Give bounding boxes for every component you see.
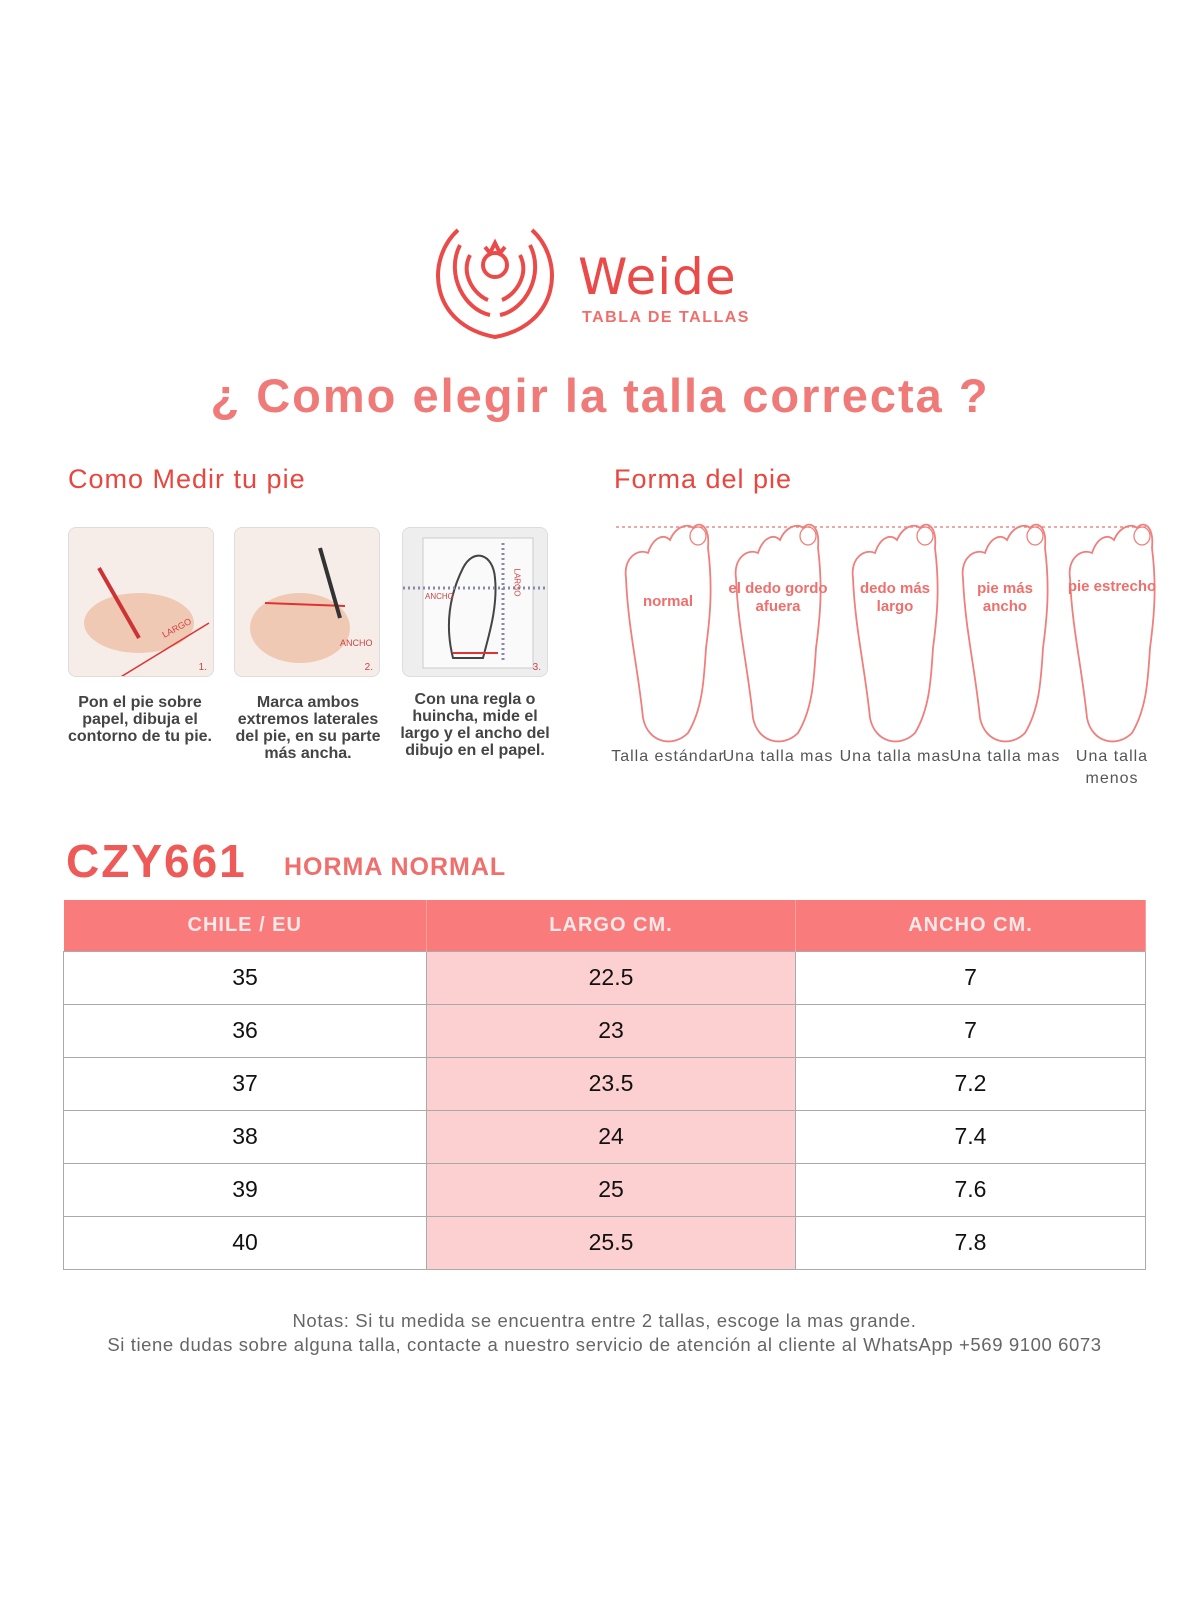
foot-shape-1: normal bbox=[618, 518, 718, 748]
length-cell: 24 bbox=[426, 1109, 796, 1164]
brand-subtitle: TABLA DE TALLAS bbox=[582, 309, 750, 326]
paper-ruler-icon bbox=[403, 537, 547, 669]
size-cell: 38 bbox=[63, 1109, 427, 1164]
foot-caption: Talla estándar bbox=[611, 748, 725, 765]
length-cell: 23.5 bbox=[426, 1056, 796, 1111]
model-code: CZY661 bbox=[66, 835, 247, 887]
length-cell: 25.5 bbox=[426, 1215, 796, 1270]
measure-photo-3: ANCHO LARGO 3. bbox=[402, 527, 548, 677]
foot-label: dedo más largo bbox=[859, 580, 931, 615]
foot-caption: Una talla menos bbox=[1075, 748, 1149, 787]
foot-shape-5: pie estrecho bbox=[1062, 518, 1162, 748]
step-number: 3. bbox=[532, 662, 541, 673]
measure-caption-2: Marca ambos extremos laterales del pie, … bbox=[235, 694, 381, 762]
width-cell: 7 bbox=[795, 950, 1146, 1005]
size-cell: 39 bbox=[63, 1162, 427, 1217]
measure-caption-3: Con una regla o huincha, mide el largo y… bbox=[400, 691, 550, 759]
foot-outline-icon bbox=[961, 523, 1049, 743]
weide-logo-icon bbox=[436, 228, 554, 340]
measure-caption-1: Pon el pie sobre papel, dibuja el contor… bbox=[68, 694, 212, 745]
foot-caption: Una talla mas bbox=[949, 748, 1061, 765]
page-title: ¿ Como elegir la talla correcta ? bbox=[210, 369, 990, 422]
foot-photo-icon bbox=[250, 547, 350, 663]
step-number: 2. bbox=[364, 662, 373, 673]
table-row: 38 24 7.4 bbox=[63, 1109, 1146, 1164]
dotted-guide-line bbox=[616, 526, 1146, 528]
width-cell: 7.2 bbox=[795, 1056, 1146, 1111]
size-cell: 37 bbox=[63, 1056, 427, 1111]
foot-outline-icon bbox=[851, 523, 939, 743]
foot-outline-icon bbox=[624, 523, 712, 743]
foot-outline-icon bbox=[734, 523, 822, 743]
foot-shape-4: pie más ancho bbox=[955, 518, 1055, 748]
length-cell: 23 bbox=[426, 1003, 796, 1058]
foot-label: el dedo gordo afuera bbox=[728, 580, 828, 615]
width-cell: 7.4 bbox=[795, 1109, 1146, 1164]
step-tag: LARGO bbox=[512, 568, 522, 597]
size-cell: 40 bbox=[63, 1215, 427, 1270]
width-cell: 7.6 bbox=[795, 1162, 1146, 1217]
length-cell: 22.5 bbox=[426, 950, 796, 1005]
brand-name: Weide bbox=[578, 248, 737, 306]
foot-label: pie más ancho bbox=[977, 580, 1033, 615]
table-row: 35 22.5 7 bbox=[63, 950, 1146, 1005]
width-cell: 7.8 bbox=[795, 1215, 1146, 1270]
size-cell: 36 bbox=[63, 1003, 427, 1058]
foot-label: normal bbox=[642, 593, 693, 610]
fit-label: HORMA NORMAL bbox=[284, 853, 507, 881]
table-row: 40 25.5 7.8 bbox=[63, 1215, 1146, 1270]
width-cell: 7 bbox=[795, 1003, 1146, 1058]
note-line-2: Si tiene dudas sobre alguna talla, conta… bbox=[107, 1334, 1102, 1355]
table-row: 39 25 7.6 bbox=[63, 1162, 1146, 1217]
foot-shape-2: el dedo gordo afuera bbox=[728, 518, 828, 748]
length-cell: 25 bbox=[426, 1162, 796, 1217]
measure-photo-2: ANCHO 2. bbox=[234, 527, 380, 677]
size-cell: 35 bbox=[63, 950, 427, 1005]
foot-photo-icon bbox=[84, 567, 210, 676]
note-line-1: Notas: Si tu medida se encuentra entre 2… bbox=[292, 1310, 917, 1331]
header-length: LARGO CM. bbox=[426, 900, 796, 951]
foot-caption: Una talla mas bbox=[722, 748, 834, 765]
header-size: CHILE / EU bbox=[63, 900, 427, 951]
step-tag: ANCHO bbox=[340, 638, 373, 648]
size-table: CHILE / EU LARGO CM. ANCHO CM. 35 22.5 7 36… bbox=[63, 900, 1146, 1270]
table-row: 36 23 7 bbox=[63, 1003, 1146, 1058]
foot-caption: Una talla mas bbox=[839, 748, 951, 765]
measure-heading: Como Medir tu pie bbox=[68, 464, 306, 494]
step-number: 1. bbox=[198, 662, 207, 673]
table-row: 37 23.5 7.2 bbox=[63, 1056, 1146, 1111]
foot-shape-3: dedo más largo bbox=[845, 518, 945, 748]
measure-photo-1: LARGO 1. bbox=[68, 527, 214, 677]
foot-outline-icon bbox=[1068, 523, 1156, 743]
foot-label: pie estrecho bbox=[1067, 578, 1157, 595]
header-width: ANCHO CM. bbox=[795, 900, 1146, 951]
shape-heading: Forma del pie bbox=[614, 464, 793, 494]
step-tag: ANCHO bbox=[425, 592, 454, 601]
